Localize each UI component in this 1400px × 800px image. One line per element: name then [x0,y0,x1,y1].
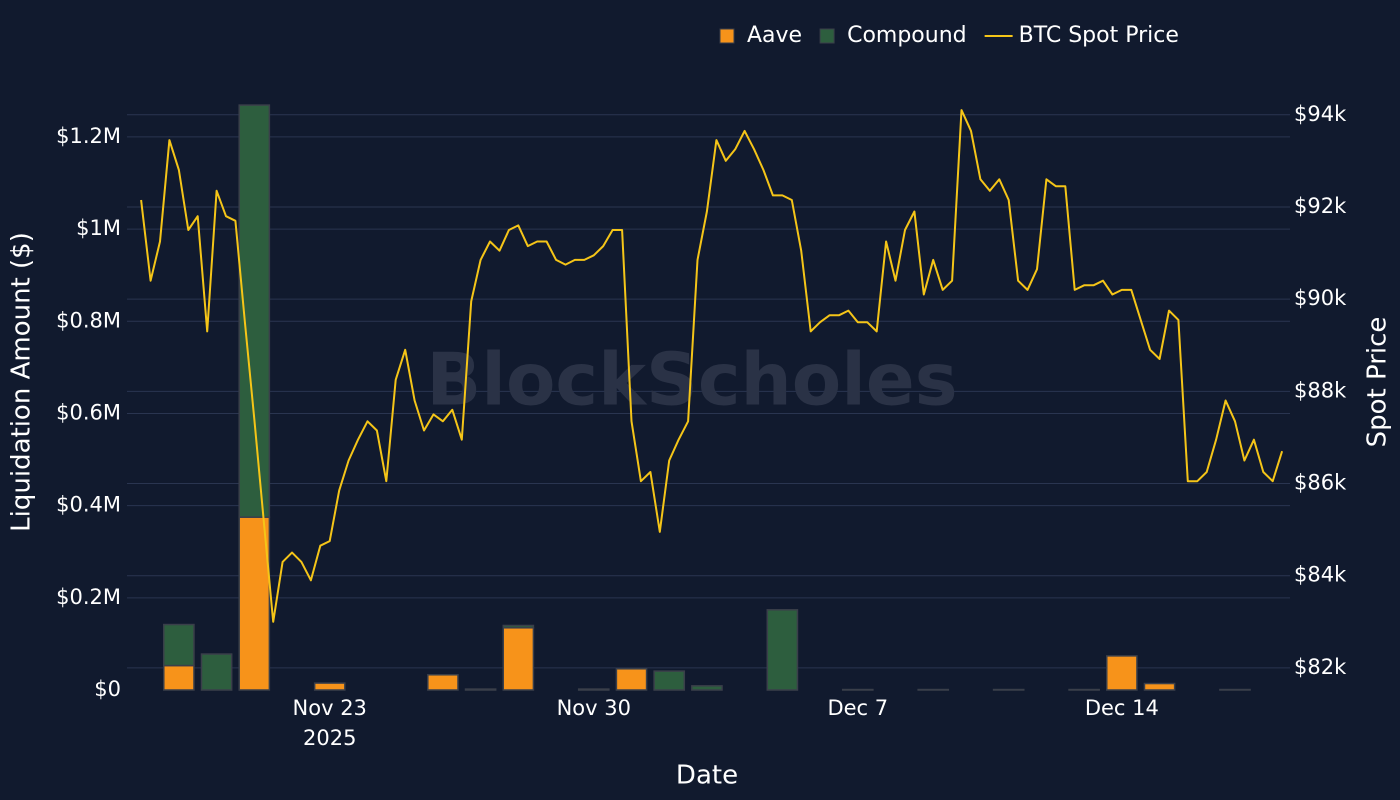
x-axis-title: Date [676,761,738,791]
y-tick-label: $0.2M [56,585,121,609]
bar [163,623,195,667]
y-tick-label: $1.2M [56,124,121,148]
bar [427,674,459,691]
bar [200,653,233,691]
x-year-label: 2025 [303,726,356,750]
y2-tick-label: $94k [1294,102,1347,126]
legend-label: BTC Spot Price [1019,23,1179,48]
y2-tick-label: $86k [1294,471,1347,495]
bar [502,624,535,629]
y2-tick-label: $92k [1294,194,1347,218]
y2-tick-label: $84k [1294,563,1347,587]
x-tick-label: Dec 7 [827,696,888,720]
legend-label: Compound [847,23,967,48]
y-tick-label: $0 [94,677,121,701]
x-tick-label: Dec 14 [1085,696,1159,720]
legend-swatch [819,28,835,44]
x-tick-label: Nov 23 [293,696,367,720]
bar [1143,682,1176,691]
y-tick-label: $0.4M [56,493,121,517]
y-tick-label: $1M [76,216,121,240]
bar [577,688,610,691]
bar [766,609,799,691]
legend-swatch [719,28,735,44]
legend-item: Aave [719,23,802,48]
bar [653,670,686,691]
bar [464,688,497,691]
legend-item: BTC Spot Price [984,23,1179,48]
price-line [140,109,1284,623]
y2-tick-label: $88k [1294,378,1347,402]
bar [313,682,346,691]
y2-tick-label: $90k [1294,286,1347,310]
bar [163,664,195,691]
y-tick-label: $0.6M [56,400,121,424]
x-tick-label: Nov 30 [557,696,631,720]
y2-tick-label: $82k [1294,655,1347,679]
legend-label: Aave [747,23,802,48]
bar [502,627,535,691]
grid [127,114,1290,669]
y-tick-label: $0.8M [56,308,121,332]
bar [1105,655,1138,691]
y-axis-title: Liquidation Amount ($) [7,232,37,532]
bar [691,685,723,691]
legend-item: Compound [819,23,967,48]
bar [615,668,648,691]
y2-axis-title: Spot Price [1363,317,1393,448]
